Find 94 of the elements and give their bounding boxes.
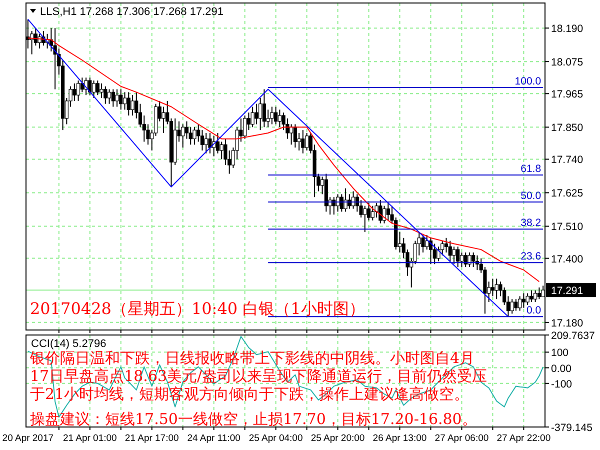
y-tick-label: 17.510 — [551, 221, 584, 234]
candlestick — [192, 126, 196, 146]
candlestick — [181, 124, 185, 148]
candlestick — [490, 278, 495, 297]
candlestick — [363, 205, 367, 233]
line-series — [27, 37, 540, 282]
candlestick — [290, 124, 294, 146]
candlestick — [204, 132, 208, 154]
candlestick — [293, 124, 297, 148]
candlestick — [126, 92, 130, 116]
candlestick — [537, 286, 541, 300]
candlestick — [270, 106, 274, 125]
series-label: 50.0 — [520, 190, 542, 202]
candlestick — [250, 106, 254, 128]
candlestick — [72, 82, 76, 102]
y-tick-label: 0.00 — [551, 362, 572, 375]
candlestick — [460, 252, 464, 268]
y-tick-label: 17.625 — [551, 188, 584, 200]
candlestick — [456, 246, 460, 268]
candlestick — [425, 234, 429, 250]
x-tick-label: 27 Apr 22:00 — [496, 433, 551, 444]
candlestick — [344, 188, 348, 212]
y-tick-label: 17.850 — [551, 122, 584, 134]
y-tick-label: 17.965 — [551, 88, 584, 101]
x-tick-label: 21 Apr 01:00 — [62, 433, 117, 444]
candlestick — [130, 94, 134, 116]
candlestick — [472, 252, 476, 268]
series-label: 100.0 — [514, 76, 542, 88]
candlestick — [534, 290, 538, 303]
candlestick — [119, 88, 123, 110]
annotation: 20170428（星期五）10:40 白银（1小时图） — [30, 299, 365, 318]
y-tick-label: -100 — [551, 378, 572, 390]
candlestick — [301, 130, 305, 154]
candlestick — [510, 298, 514, 314]
x-tick-label: 24 Apr 11:00 — [187, 433, 240, 444]
series-label: 0.0 — [526, 304, 542, 317]
x-tick-label: 20 Apr 2017 — [2, 433, 54, 444]
candlestick — [162, 106, 166, 134]
series-label: 23.6 — [520, 250, 542, 263]
candlestick — [526, 292, 530, 306]
candlestick — [88, 77, 92, 96]
candlestick — [115, 88, 119, 108]
x-tick-label: 27 Apr 06:00 — [434, 433, 489, 444]
candlestick — [188, 126, 192, 146]
candlestick — [468, 252, 472, 268]
series-label: 38.2 — [520, 217, 542, 230]
y-tick-label: 100 — [551, 347, 569, 360]
candlestick — [96, 80, 100, 96]
x-tick-label: 25 Apr 04:00 — [248, 433, 303, 444]
candlestick — [208, 132, 212, 154]
y-tick-label: 17.740 — [551, 154, 584, 166]
candlestick — [432, 243, 436, 265]
annotation: 操盘建议：短线17.50一线做空，止损17.70，目标17.20-16.80。 — [30, 410, 477, 428]
candlestick — [522, 292, 526, 308]
candlestick — [122, 92, 127, 110]
candlestick — [374, 202, 378, 218]
candlestick — [421, 234, 425, 253]
candlestick — [107, 88, 112, 104]
series-label: 61.8 — [520, 162, 542, 175]
candlestick — [262, 88, 266, 128]
x-tick-label: 25 Apr 20:00 — [310, 433, 365, 444]
candlestick — [370, 205, 374, 221]
x-tick-label: 26 Apr 13:00 — [372, 433, 427, 444]
y-tick-label: -379.145 — [551, 422, 593, 434]
candlestick — [111, 88, 115, 108]
candlestick — [530, 290, 534, 303]
x-tick-label: 21 Apr 17:00 — [124, 433, 179, 444]
ref-line-label: 17.291 — [551, 285, 584, 298]
candlestick — [448, 240, 452, 262]
chart-title: CCI(14) 5.2796 — [31, 338, 106, 350]
candlestick — [254, 103, 258, 125]
candlestick — [452, 246, 456, 265]
candlestick — [258, 98, 262, 131]
y-tick-label: 17.180 — [551, 317, 584, 330]
chart-title: LLS,H1 17.268 17.306 17.268 17.291 — [40, 6, 224, 18]
candlestick — [100, 82, 104, 99]
candlestick — [220, 141, 224, 160]
candlestick — [243, 114, 247, 140]
y-tick-label: 209.7637 — [551, 330, 595, 342]
candlestick — [514, 298, 518, 312]
candlestick — [386, 202, 390, 221]
candlestick — [92, 80, 96, 99]
candlestick — [274, 106, 278, 125]
candlestick — [305, 132, 309, 151]
y-tick-label: 18.190 — [551, 23, 584, 36]
line-series — [27, 18, 509, 318]
y-tick-label: 17.400 — [551, 253, 584, 266]
candlestick — [278, 109, 282, 128]
candlestick — [76, 80, 80, 102]
candlestick — [104, 86, 108, 104]
candlestick — [494, 278, 498, 300]
y-tick-label: 18.075 — [551, 56, 584, 69]
candlestick — [518, 296, 522, 312]
candlestick — [53, 28, 57, 90]
